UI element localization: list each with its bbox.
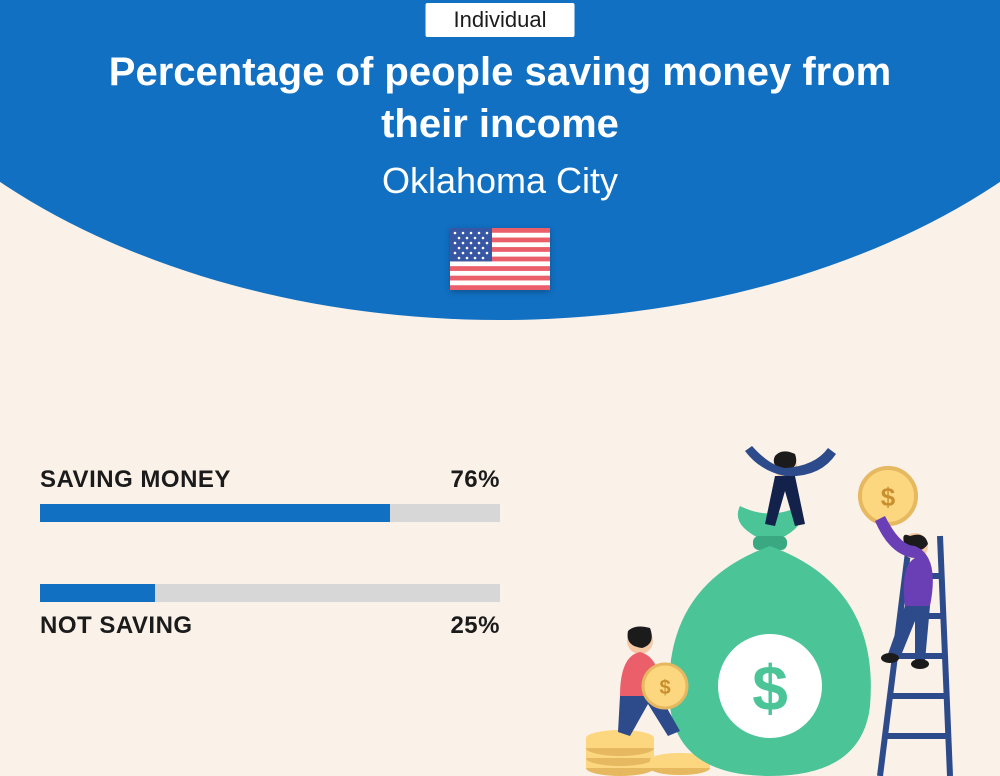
bar-track	[40, 504, 500, 522]
page-title: Percentage of people saving money from t…	[0, 46, 1000, 150]
us-flag-icon	[450, 228, 550, 290]
money-bag-icon: $	[669, 506, 871, 776]
bar-chart: SAVING MONEY 76% NOT SAVING 25%	[40, 466, 500, 702]
bar-fill	[40, 584, 155, 602]
bar-fill	[40, 504, 390, 522]
bar-track	[40, 584, 500, 602]
page-subtitle: Oklahoma City	[0, 160, 1000, 202]
svg-text:$: $	[881, 482, 896, 512]
bar-value: 76%	[450, 466, 500, 494]
bar-label: SAVING MONEY	[40, 466, 231, 494]
svg-text:$: $	[752, 652, 788, 724]
person-ladder-icon: $	[860, 468, 933, 669]
svg-text:$: $	[659, 677, 670, 699]
bar-value: 25%	[450, 612, 500, 640]
bar-saving: SAVING MONEY 76%	[40, 466, 500, 522]
money-illustration: $ $ $	[570, 446, 970, 776]
bar-not-saving: NOT SAVING 25%	[40, 584, 500, 640]
bar-label: NOT SAVING	[40, 612, 193, 640]
badge: Individual	[426, 3, 575, 37]
